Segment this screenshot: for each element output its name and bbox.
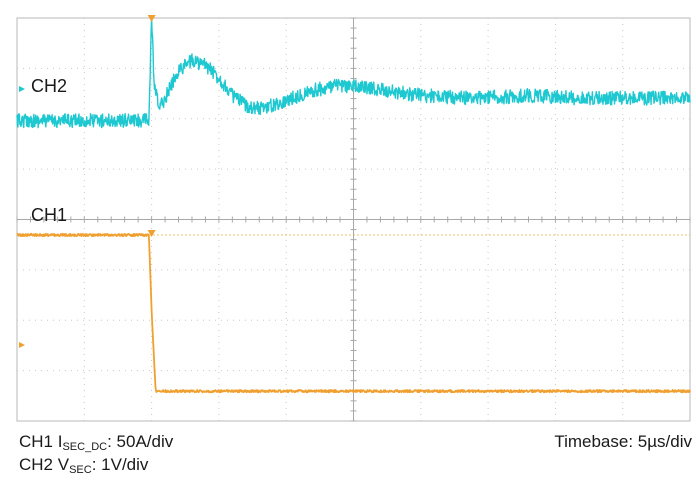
channel-markers: CH2 CH1	[19, 15, 156, 348]
ch2-ground-marker	[19, 86, 25, 92]
ch2-scale-label: CH2 VSEC: 1V/div	[19, 455, 149, 476]
grid	[16, 17, 691, 422]
ch1-ground-marker	[19, 342, 25, 348]
timebase-label: Timebase: 5µs/div	[554, 432, 692, 451]
trigger-marker-ch1	[147, 230, 156, 237]
ch1-label: CH1	[31, 205, 67, 225]
trigger-marker-top	[147, 15, 156, 22]
traces	[16, 17, 691, 394]
ch2-label: CH2	[31, 76, 67, 96]
ch1-scale-label: CH1 ISEC_DC: 50A/div	[19, 432, 174, 453]
trace-ch2	[16, 17, 691, 129]
